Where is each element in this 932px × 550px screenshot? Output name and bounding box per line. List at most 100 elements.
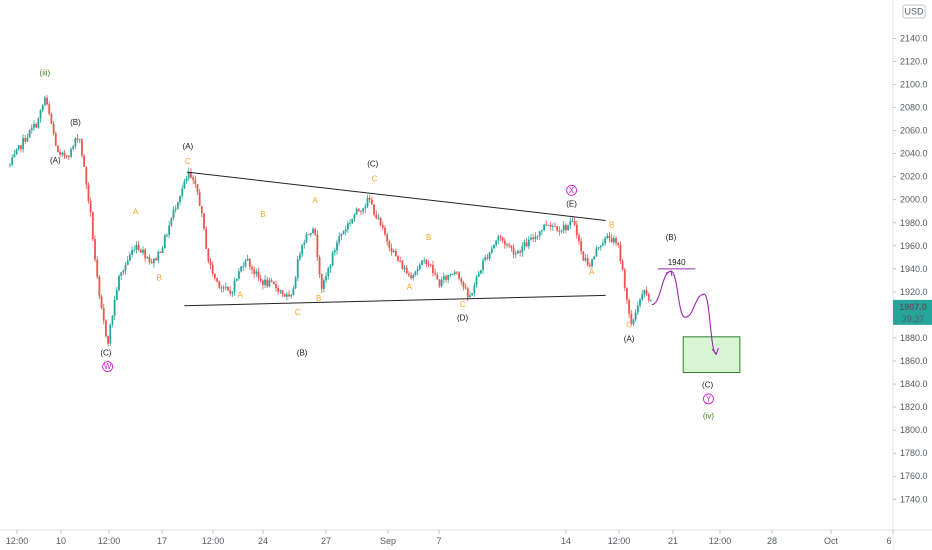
candle-body	[634, 312, 637, 320]
candle-body	[307, 234, 310, 236]
candle-body	[636, 305, 639, 313]
candle-body	[477, 273, 480, 277]
wave-label: B	[316, 294, 321, 303]
candle-body	[299, 254, 301, 260]
candle-body	[617, 242, 620, 245]
time-tick-label: 21	[668, 536, 678, 546]
candle-body	[641, 294, 644, 300]
candle-body	[475, 276, 478, 286]
candle-body	[105, 320, 107, 337]
candle-body	[59, 152, 62, 155]
candle-body	[453, 271, 456, 274]
triangle-lower-trendline[interactable]	[184, 294, 606, 307]
candle-body	[521, 246, 524, 253]
wave-label: X	[569, 186, 575, 195]
candle-body	[545, 224, 548, 226]
candle-body	[442, 276, 445, 280]
time-tick-label: 7	[436, 536, 441, 546]
wave-label: B	[426, 233, 431, 242]
projection-arrowhead	[711, 347, 719, 356]
candle-body	[144, 249, 147, 259]
candle-body	[229, 290, 232, 294]
candle-body	[425, 259, 428, 264]
countdown-timer: 39:37	[902, 314, 925, 324]
wave-label: A	[589, 268, 595, 277]
candle-body	[190, 172, 192, 178]
candle-body	[408, 273, 410, 276]
candle-body	[597, 247, 600, 249]
candle-body	[643, 290, 646, 295]
candle-body	[216, 278, 218, 282]
candle-body	[366, 198, 369, 207]
wave-label: Y	[706, 394, 712, 403]
candle-body	[338, 236, 341, 243]
candle-body	[63, 152, 66, 156]
wave-label: A	[313, 196, 319, 205]
candle-body	[499, 236, 502, 238]
candle-body	[427, 263, 430, 265]
candle-body	[608, 235, 611, 239]
candle-body	[460, 278, 463, 283]
candle-body	[440, 279, 443, 287]
candle-body	[355, 208, 358, 215]
time-axis[interactable]: 12:00 10 12:00 17 12:00 24 27 Sep 7 14 12:00 21 12:0…	[0, 529, 932, 550]
candle-body	[135, 245, 138, 250]
candle-body	[580, 241, 583, 252]
candle-body	[342, 231, 345, 235]
candle-body	[67, 155, 70, 157]
candle-body	[547, 224, 550, 226]
candle-body	[207, 248, 210, 262]
candle-body	[416, 269, 419, 272]
candle-body	[37, 118, 40, 128]
candle-body	[320, 274, 323, 289]
candle-body	[65, 155, 68, 157]
candle-body	[632, 319, 635, 324]
candle-body	[519, 251, 522, 253]
candle-body	[20, 145, 22, 150]
price-tick-label: 2040.0	[900, 149, 928, 159]
candle-body	[218, 281, 221, 288]
candle-body	[70, 149, 72, 157]
price-axis[interactable]: 2140.0 2120.0 2100.0 2080.0 2060.0 2040.0 2020…	[892, 0, 932, 550]
candle-body	[54, 133, 57, 146]
wave-label: (B)	[666, 233, 677, 242]
candle-body	[259, 278, 262, 281]
candle-body	[538, 231, 541, 237]
candle-body	[349, 223, 351, 224]
candle-body	[214, 273, 216, 279]
candle-body	[462, 282, 465, 288]
candle-body	[327, 268, 330, 277]
projection-path[interactable]	[651, 270, 717, 355]
candle-body	[159, 251, 162, 253]
candle-body	[198, 191, 201, 206]
candle-body	[650, 300, 652, 302]
time-tick-label: 12:00	[98, 536, 121, 546]
candle-body	[246, 258, 249, 261]
wave-label: A	[407, 283, 413, 292]
target-zone-box[interactable]	[682, 336, 741, 374]
candle-body	[129, 254, 131, 261]
candle-body	[176, 202, 179, 209]
price-tick-label: 2140.0	[900, 33, 928, 43]
candle-body	[497, 236, 500, 241]
candle-body	[172, 209, 175, 219]
candle-body	[554, 226, 556, 227]
candle-body	[347, 223, 349, 230]
candle-body	[458, 272, 460, 279]
candle-body	[48, 104, 51, 114]
candle-body	[30, 127, 33, 130]
price-tick-label: 1780.0	[900, 448, 928, 458]
candle-body	[434, 273, 436, 275]
triangle-upper-trendline[interactable]	[186, 171, 606, 221]
candle-body	[514, 253, 517, 255]
candle-body	[309, 233, 312, 235]
candle-body	[98, 276, 101, 297]
candle-body	[43, 97, 46, 106]
candle-body	[81, 139, 83, 156]
candle-body	[115, 290, 118, 300]
candle-body	[279, 290, 282, 292]
candle-body	[96, 259, 99, 277]
currency-badge[interactable]: USD	[902, 4, 926, 19]
price-tick-label: 2060.0	[900, 126, 928, 136]
